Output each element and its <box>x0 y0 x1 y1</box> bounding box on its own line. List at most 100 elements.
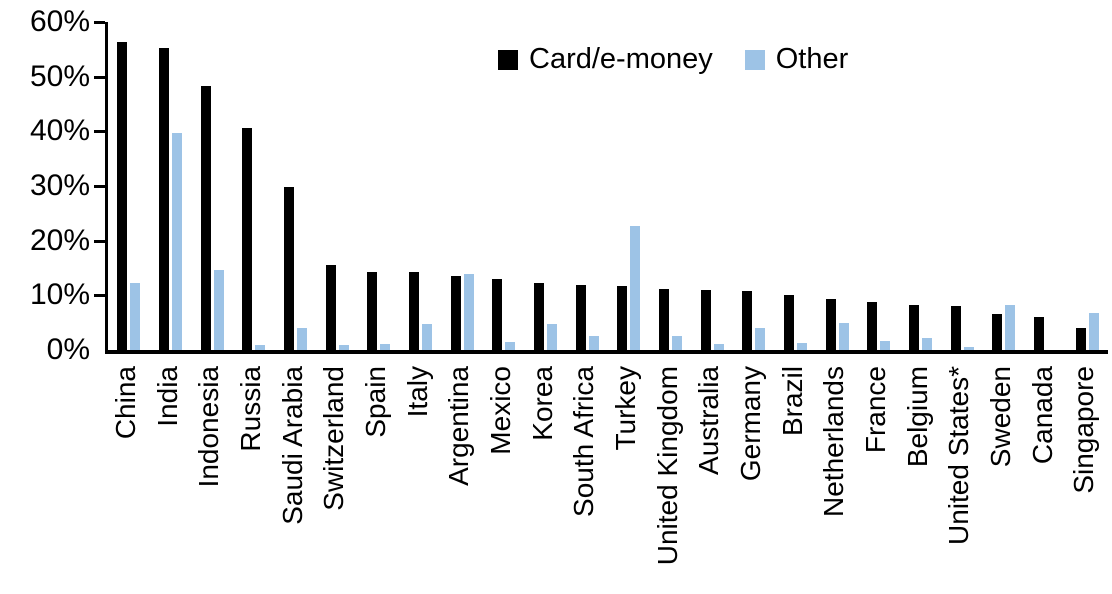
bar-group <box>691 22 733 350</box>
bar-group <box>483 22 525 350</box>
bar-other <box>963 347 974 350</box>
bar-group <box>900 22 942 350</box>
x-tick-label: Germany <box>734 366 766 482</box>
x-tick-label: Brazil <box>776 366 808 437</box>
x-label-cell: South Africa <box>563 366 605 592</box>
x-label-cell: China <box>105 366 147 592</box>
legend-label-card: Card/e-money <box>529 43 713 75</box>
y-tick-label: 10% <box>29 278 90 312</box>
bar-card-e-money <box>284 186 295 350</box>
x-tick-label: Australia <box>693 366 725 475</box>
bar-group <box>275 22 317 350</box>
x-tick-label: United States* <box>943 366 975 545</box>
bar-other <box>505 342 516 350</box>
bar-group <box>566 22 608 350</box>
bar-group <box>441 22 483 350</box>
x-tick-label: China <box>109 366 141 440</box>
bar-other <box>422 324 433 350</box>
legend: Card/e-money Other <box>498 45 848 74</box>
bar-group <box>816 22 858 350</box>
bar-other <box>338 345 349 350</box>
bar-group <box>1066 22 1108 350</box>
bar-group <box>650 22 692 350</box>
x-tick-label: Belgium <box>901 366 933 468</box>
x-tick-label: United Kingdom <box>651 366 683 566</box>
x-label-cell: Canada <box>1022 366 1064 592</box>
bar-other <box>630 225 641 350</box>
bar-group <box>191 22 233 350</box>
x-tick-label: South Africa <box>568 366 600 517</box>
bars-container <box>108 22 1108 350</box>
x-label-cell: United Kingdom <box>647 366 689 592</box>
x-axis-labels: China India Indonesia Russia Saudi Arabia Swi… <box>105 366 1105 592</box>
legend-item-other: Other <box>744 45 848 74</box>
bar-other <box>130 282 141 350</box>
x-label-cell: Indonesia <box>188 366 230 592</box>
bar-other <box>672 336 683 350</box>
bar-other <box>547 324 558 350</box>
legend-swatch-other-icon <box>744 49 765 70</box>
bar-other <box>1005 304 1016 350</box>
bar-other <box>797 342 808 350</box>
bar-card-e-money <box>242 128 253 350</box>
x-tick-label: India <box>151 366 183 427</box>
bar-card-e-money <box>825 298 836 350</box>
bar-card-e-money <box>867 301 878 350</box>
bar-card-e-money <box>659 288 670 350</box>
x-tick-label: France <box>859 366 891 454</box>
bar-group <box>316 22 358 350</box>
legend-item-card: Card/e-money <box>498 45 713 74</box>
x-label-cell: Singapore <box>1063 366 1105 592</box>
bar-card-e-money <box>492 278 503 350</box>
bar-group <box>858 22 900 350</box>
x-tick-label: Argentina <box>443 366 475 486</box>
bar-group <box>400 22 442 350</box>
bar-other <box>172 132 182 350</box>
bar-card-e-money <box>117 42 128 350</box>
bar-card-e-money <box>159 48 169 350</box>
x-label-cell: Australia <box>688 366 730 592</box>
bar-card-e-money <box>992 313 1003 350</box>
y-tick-mark <box>94 294 105 298</box>
x-label-cell: Sweden <box>980 366 1022 592</box>
x-label-cell: Saudi Arabia <box>272 366 314 592</box>
bar-card-e-money <box>534 282 545 350</box>
x-tick-label: Mexico <box>484 366 516 455</box>
bar-other <box>380 344 391 350</box>
bar-group <box>1025 22 1067 350</box>
bar-other <box>922 337 933 350</box>
x-label-cell: Mexico <box>480 366 522 592</box>
bar-other <box>213 270 224 350</box>
bar-group <box>150 22 192 350</box>
bar-other <box>463 274 474 350</box>
bar-group <box>733 22 775 350</box>
legend-swatch-card-icon <box>498 49 518 70</box>
bar-card-e-money <box>1075 328 1086 350</box>
bar-card-e-money <box>575 284 586 350</box>
bar-group <box>358 22 400 350</box>
x-label-cell: Russia <box>230 366 272 592</box>
x-label-cell: Korea <box>522 366 564 592</box>
x-tick-label: Sweden <box>984 366 1016 468</box>
bar-card-e-money <box>742 290 753 350</box>
y-tick-label: 20% <box>29 223 90 257</box>
x-label-cell: Germany <box>730 366 772 592</box>
x-label-cell: Argentina <box>438 366 480 592</box>
y-tick-label: 50% <box>29 59 90 93</box>
bar-card-e-money <box>784 294 795 350</box>
x-tick-label: Spain <box>359 366 391 438</box>
x-tick-label: Saudi Arabia <box>276 366 308 525</box>
y-tick-mark <box>94 185 105 188</box>
x-tick-label: Netherlands <box>818 366 850 517</box>
y-tick-mark <box>94 239 105 243</box>
bar-other <box>880 341 891 350</box>
bar-group <box>941 22 983 350</box>
bar-card-e-money <box>700 289 711 350</box>
x-tick-label: Korea <box>526 366 558 441</box>
bar-other <box>713 344 724 350</box>
bar-card-e-money <box>367 271 378 350</box>
x-label-cell: Switzerland <box>313 366 355 592</box>
x-tick-label: Indonesia <box>193 366 225 488</box>
x-label-cell: Netherlands <box>813 366 855 592</box>
